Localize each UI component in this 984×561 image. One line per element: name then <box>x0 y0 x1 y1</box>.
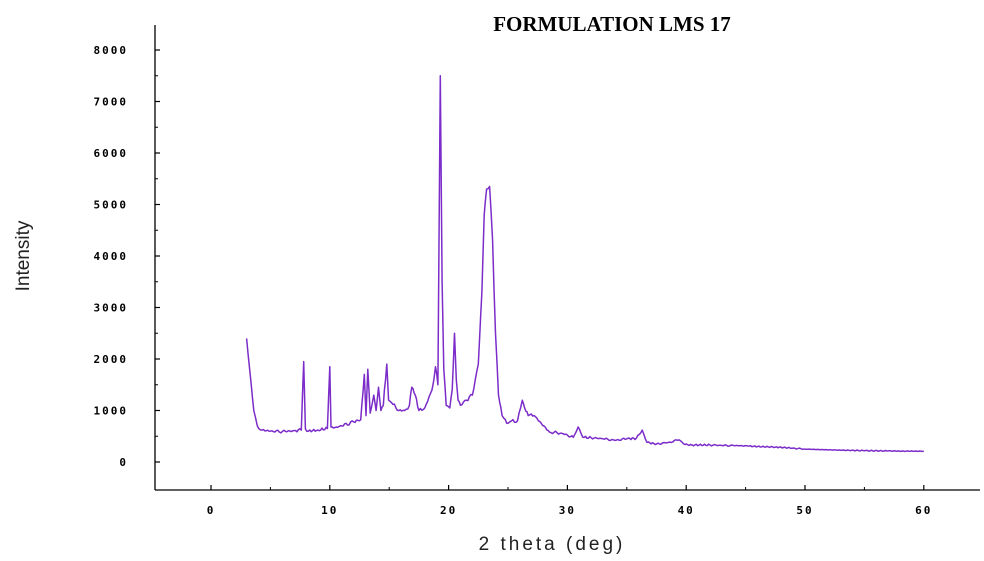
x-tick-label: 40 <box>678 504 695 517</box>
y-tick-label: 6000 <box>94 147 129 160</box>
x-tick-label: 20 <box>440 504 457 517</box>
y-tick-label: 0 <box>119 456 128 469</box>
y-tick-label: 3000 <box>94 302 129 315</box>
x-tick-label: 0 <box>207 504 216 517</box>
y-tick-label: 2000 <box>94 353 129 366</box>
x-tick-label: 50 <box>796 504 813 517</box>
y-tick-label: 8000 <box>94 44 129 57</box>
x-axis-label: 2 theta (deg) <box>478 534 626 555</box>
y-tick-label: 7000 <box>94 96 129 109</box>
x-tick-label: 60 <box>915 504 932 517</box>
axes <box>154 25 980 491</box>
chart-title: FORMULATION LMS 17 <box>493 12 731 36</box>
series-group <box>245 75 924 453</box>
ticks: 0 1000 2000 3000 4000 5000 6000 7000 8000 0 10 20 30… <box>94 44 932 517</box>
y-tick-label: 5000 <box>94 199 129 212</box>
series-line-1 <box>245 75 924 453</box>
y-tick-label: 1000 <box>94 405 129 418</box>
x-tick-label: 30 <box>559 504 576 517</box>
x-tick-label: 10 <box>321 504 338 517</box>
y-tick-label: 4000 <box>94 250 129 263</box>
